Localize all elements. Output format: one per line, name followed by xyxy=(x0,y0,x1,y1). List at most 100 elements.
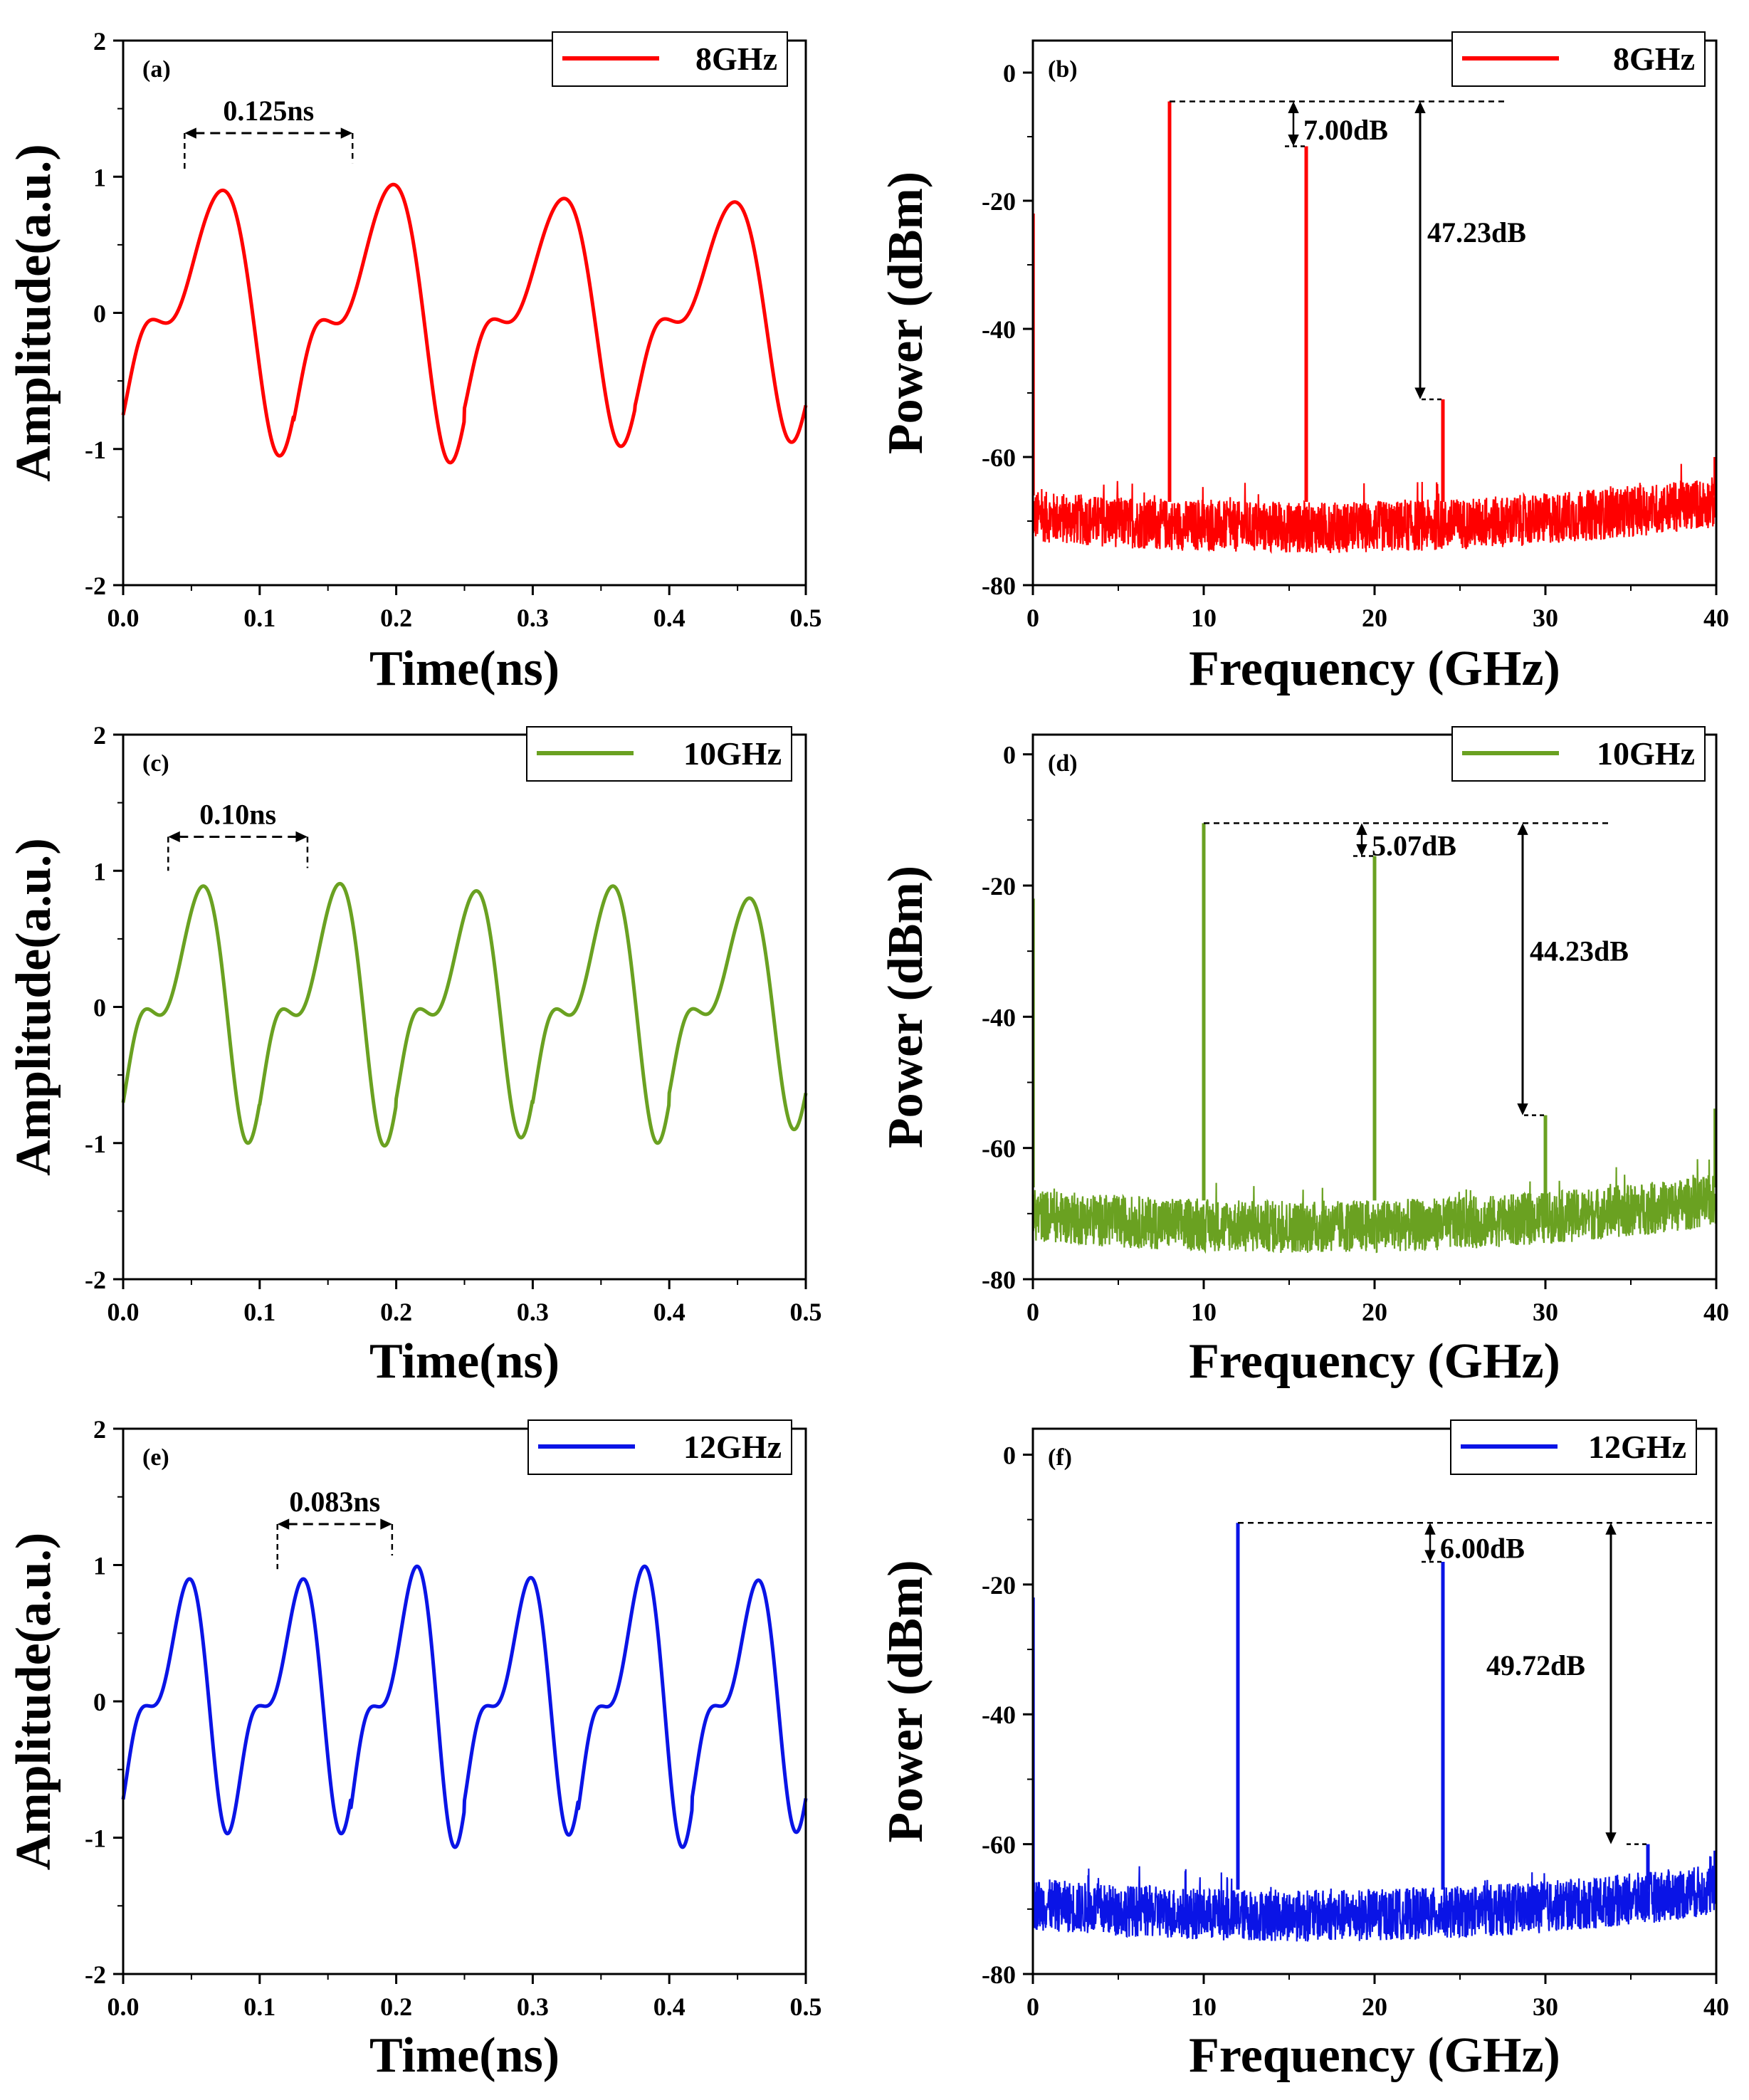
y-tick-label: -60 xyxy=(982,1135,1016,1163)
x-tick-label: 0.3 xyxy=(517,1298,549,1326)
axis-ticks: 0.0 0.1 0.2 0.3 0.4 0.5 -2 -1 0 1 2 xyxy=(85,721,822,1326)
y-tick-label: -60 xyxy=(982,443,1016,472)
legend-label: 10GHz xyxy=(683,735,782,772)
plot-frame xyxy=(122,1427,807,1975)
legend: 8GHz xyxy=(552,31,788,87)
y-tick-label: 0 xyxy=(93,1688,106,1716)
series-d xyxy=(1031,823,1718,1254)
noise-floor-trace xyxy=(1031,1856,1718,1942)
x-tick-label: 0.3 xyxy=(517,1993,549,2021)
y-tick-label: -1 xyxy=(85,436,106,464)
third-harmonic-diff-label: 49.72dB xyxy=(1486,1649,1585,1681)
y-tick-label: 2 xyxy=(93,27,106,56)
legend-label: 8GHz xyxy=(695,41,777,77)
y-tick-label: 0 xyxy=(1003,741,1016,770)
x-axis-title: Time(ns) xyxy=(369,1334,560,1389)
panel-c: 0.0 0.1 0.2 0.3 0.4 0.5 -2 -1 0 1 2 Time(ns) Amplitu… xyxy=(6,721,822,1389)
y-tick-label: 0 xyxy=(93,300,106,328)
arrow-head xyxy=(168,831,180,843)
series-c xyxy=(121,868,808,1148)
waveform-line xyxy=(121,182,808,465)
legend: 10GHz xyxy=(526,726,792,782)
legend-label: 12GHz xyxy=(683,1429,782,1465)
waveform-line xyxy=(121,1564,808,1849)
x-tick-label: 10 xyxy=(1191,1993,1217,2021)
y-tick-label: -80 xyxy=(982,1266,1016,1294)
x-axis-title: Time(ns) xyxy=(369,2028,560,2083)
legend: 10GHz xyxy=(1451,726,1706,782)
series-e xyxy=(121,1555,808,1849)
x-tick-label: 10 xyxy=(1191,604,1217,632)
panel-label: (c) xyxy=(142,750,169,777)
y-tick-label: -20 xyxy=(982,1571,1016,1600)
second-harmonic-diff-label: 7.00dB xyxy=(1303,114,1388,146)
series-f xyxy=(1031,1523,1718,1942)
x-tick-label: 40 xyxy=(1703,1993,1729,2021)
y-tick-label: -1 xyxy=(85,1825,106,1853)
arrow-head xyxy=(1356,844,1367,856)
annotations: 5.07dB 44.23dB xyxy=(1204,822,1629,1116)
arrow-head xyxy=(295,831,308,843)
y-axis-title: Amplitude(a.u.) xyxy=(6,1533,61,1870)
legend-label: 10GHz xyxy=(1597,735,1695,772)
arrow-head xyxy=(1424,1523,1436,1535)
period-label: 0.083ns xyxy=(289,1486,380,1518)
x-tick-label: 10 xyxy=(1191,1298,1217,1326)
y-tick-label: -40 xyxy=(982,1701,1016,1729)
panel-label: (e) xyxy=(142,1444,169,1471)
y-axis-title: Amplitude(a.u.) xyxy=(6,838,61,1175)
y-tick-label: -20 xyxy=(982,872,1016,901)
x-tick-label: 0 xyxy=(1026,1993,1039,2021)
x-tick-label: 0.5 xyxy=(790,1993,822,2021)
panel-d: 0 10 20 30 40 -80 -60 -40 -20 0 Frequency (GHz) Pow… xyxy=(878,726,1729,1389)
panel-label: (a) xyxy=(142,56,171,83)
arrow-head xyxy=(1517,823,1528,835)
annotations: 7.00dB 47.23dB xyxy=(1170,100,1526,401)
x-tick-label: 0.2 xyxy=(380,1298,412,1326)
x-tick-label: 20 xyxy=(1362,1993,1387,2021)
waveform-line xyxy=(121,881,808,1148)
x-tick-label: 20 xyxy=(1362,604,1387,632)
x-tick-label: 0 xyxy=(1026,1298,1039,1326)
x-tick-label: 0.1 xyxy=(243,1993,275,2021)
period-label: 0.125ns xyxy=(223,95,314,127)
period-label: 0.10ns xyxy=(199,798,276,830)
legend-label: 8GHz xyxy=(1613,41,1695,77)
arrow-head xyxy=(1517,1103,1528,1115)
annotations: 0.083ns xyxy=(276,1486,394,1570)
y-tick-label: -1 xyxy=(85,1130,106,1158)
x-tick-label: 0 xyxy=(1026,604,1039,632)
axis-ticks: 0 10 20 30 40 -80 -60 -40 -20 0 xyxy=(982,59,1729,632)
arrow-head xyxy=(340,127,353,139)
arrow-head xyxy=(1288,135,1299,147)
panel-label: (f) xyxy=(1048,1444,1072,1471)
panel-e: 0.0 0.1 0.2 0.3 0.4 0.5 -2 -1 0 1 2 Time(ns) Amplitu… xyxy=(6,1415,822,2083)
x-tick-label: 20 xyxy=(1362,1298,1387,1326)
axis-ticks: 0.0 0.1 0.2 0.3 0.4 0.5 -2 -1 0 1 2 xyxy=(85,1415,822,2021)
legend: 12GHz xyxy=(527,1419,792,1475)
y-axis-title: Amplitude(a.u.) xyxy=(6,144,61,481)
legend-box xyxy=(526,726,792,782)
y-tick-label: -80 xyxy=(982,572,1016,600)
y-tick-label: 1 xyxy=(93,163,106,191)
x-tick-label: 30 xyxy=(1533,604,1558,632)
arrow-head xyxy=(1605,1832,1617,1844)
axis-ticks: 0 10 20 30 40 -80 -60 -40 -20 0 xyxy=(982,741,1729,1326)
x-tick-label: 0.4 xyxy=(653,1993,686,2021)
series-b xyxy=(1031,101,1718,555)
y-axis-title: Power (dBm) xyxy=(878,1560,933,1842)
arrow-head xyxy=(277,1518,290,1530)
annotations: 0.10ns xyxy=(167,798,309,871)
x-tick-label: 0.4 xyxy=(653,1298,686,1326)
y-tick-label: -2 xyxy=(85,572,106,600)
arrow-head xyxy=(1424,1550,1436,1562)
arrow-head xyxy=(184,127,196,139)
legend: 12GHz xyxy=(1450,1419,1697,1475)
x-tick-label: 0.4 xyxy=(653,604,686,632)
x-axis-title: Frequency (GHz) xyxy=(1189,2028,1560,2083)
annotations: 6.00dB 49.72dB xyxy=(1238,1521,1712,1845)
axis-ticks: 0 10 20 30 40 -80 -60 -40 -20 0 xyxy=(982,1441,1729,2021)
y-tick-label: 0 xyxy=(1003,1441,1016,1469)
second-harmonic-diff-label: 5.07dB xyxy=(1372,829,1456,861)
y-tick-label: 2 xyxy=(93,721,106,750)
